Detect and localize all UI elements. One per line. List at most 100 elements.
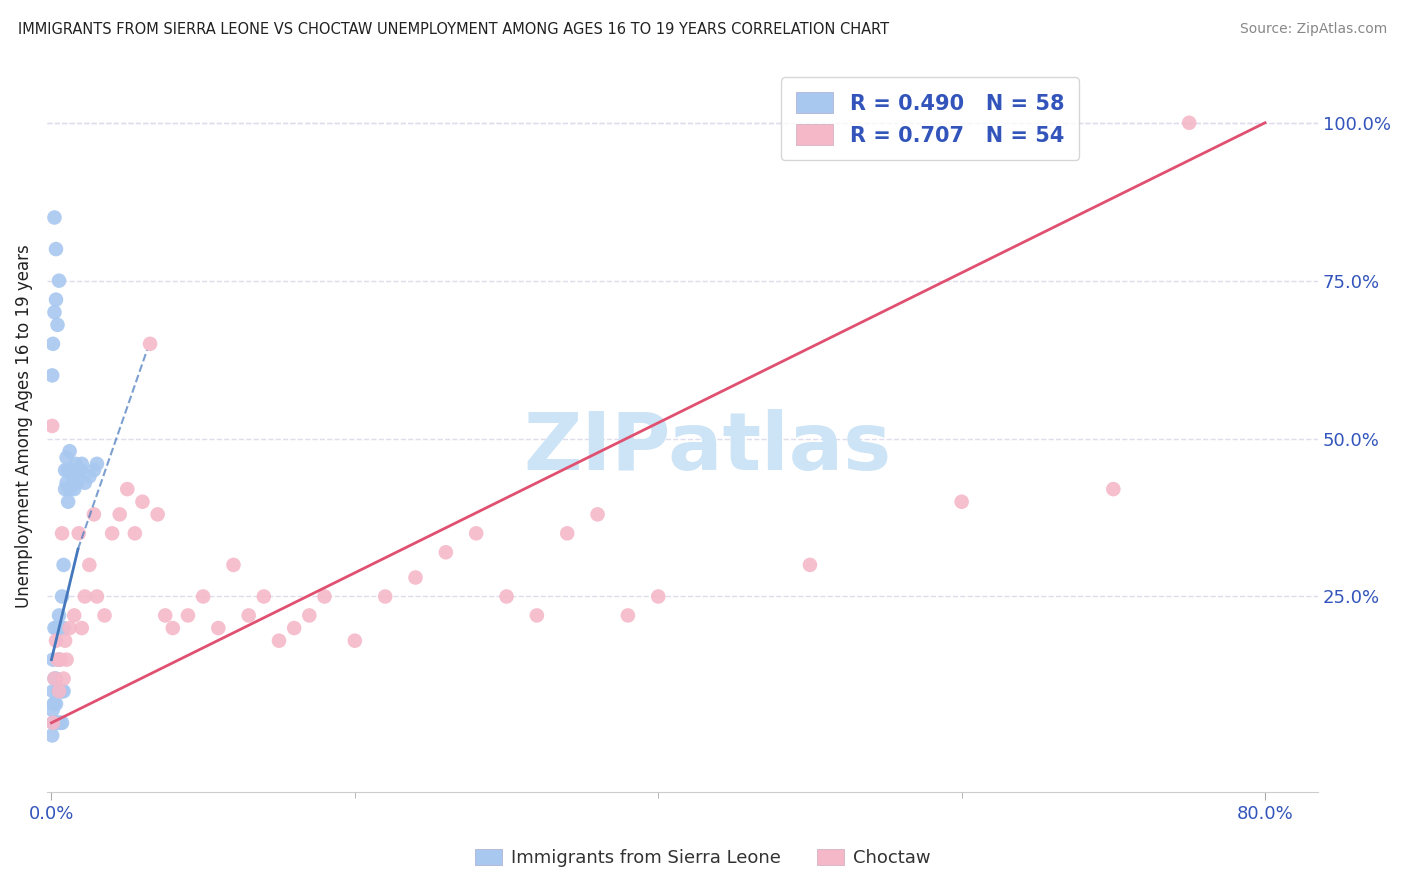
Point [55,450,77,465]
Text: IMMIGRANTS FROM SIERRA LEONE VS CHOCTAW UNEMPLOYMENT AMONG AGES 16 TO 19 YEARS C: IMMIGRANTS FROM SIERRA LEONE VS CHOCTAW … [18,22,890,37]
Point [46,621,69,635]
Point [52,621,75,635]
Point [45,672,67,686]
Point [62,475,84,490]
Point [238,608,260,623]
Text: Source: ZipAtlas.com: Source: ZipAtlas.com [1240,22,1388,37]
Point [45,697,67,711]
Point [79,558,101,572]
Point [55,653,77,667]
Point [162,621,184,635]
Point [42,653,65,667]
Point [49,621,72,635]
Point [48,684,70,698]
Point [586,508,609,522]
Point [207,621,229,635]
Point [86,590,108,604]
Point [465,526,488,541]
Point [45,242,67,256]
Point [44,211,66,225]
Point [83,463,105,477]
Point [950,494,973,508]
Point [647,590,669,604]
Point [56,494,79,508]
Point [222,558,245,572]
Point [283,621,305,635]
Point [44,697,66,711]
Point [101,526,124,541]
Point [117,482,139,496]
Point [67,526,90,541]
Point [44,621,66,635]
Point [79,469,101,483]
Point [63,608,86,623]
Point [41,368,63,383]
Point [45,715,67,730]
Point [53,463,76,477]
Point [53,633,76,648]
Point [93,608,115,623]
Text: ZIPatlas: ZIPatlas [524,409,891,487]
Point [42,336,65,351]
Legend: Immigrants from Sierra Leone, Choctaw: Immigrants from Sierra Leone, Choctaw [468,841,938,874]
Point [49,715,72,730]
Point [67,469,90,483]
Point [267,633,290,648]
Point [65,457,87,471]
Point [46,684,69,698]
Point [53,482,76,496]
Point [434,545,457,559]
Point [617,608,640,623]
Point [45,633,67,648]
Point [59,444,82,458]
Point [51,590,73,604]
Point [1102,482,1125,496]
Point [42,715,65,730]
Point [343,633,366,648]
Point [44,305,66,319]
Point [46,653,69,667]
Point [41,703,63,717]
Point [59,621,82,635]
Point [49,684,72,698]
Point [374,590,396,604]
Point [44,715,66,730]
Point [48,684,70,698]
Point [42,715,65,730]
Y-axis label: Unemployment Among Ages 16 to 19 years: Unemployment Among Ages 16 to 19 years [15,244,32,607]
Point [48,608,70,623]
Point [314,590,336,604]
Point [42,697,65,711]
Point [66,475,89,490]
Point [46,715,69,730]
Point [298,608,321,623]
Point [155,608,177,623]
Point [42,684,65,698]
Point [799,558,821,572]
Point [131,494,153,508]
Point [48,274,70,288]
Point [555,526,578,541]
Legend: R = 0.490   N = 58, R = 0.707   N = 54: R = 0.490 N = 58, R = 0.707 N = 54 [782,78,1078,161]
Point [63,482,86,496]
Point [146,508,169,522]
Point [495,590,517,604]
Point [124,526,146,541]
Point [51,526,73,541]
Point [59,482,82,496]
Point [45,621,67,635]
Point [48,653,70,667]
Point [83,508,105,522]
Point [56,463,79,477]
Point [46,318,69,332]
Point [405,570,427,584]
Point [41,728,63,742]
Point [73,590,96,604]
Point [49,653,72,667]
Point [108,508,131,522]
Point [60,463,83,477]
Point [51,715,73,730]
Point [52,684,75,698]
Point [86,457,108,471]
Point [526,608,548,623]
